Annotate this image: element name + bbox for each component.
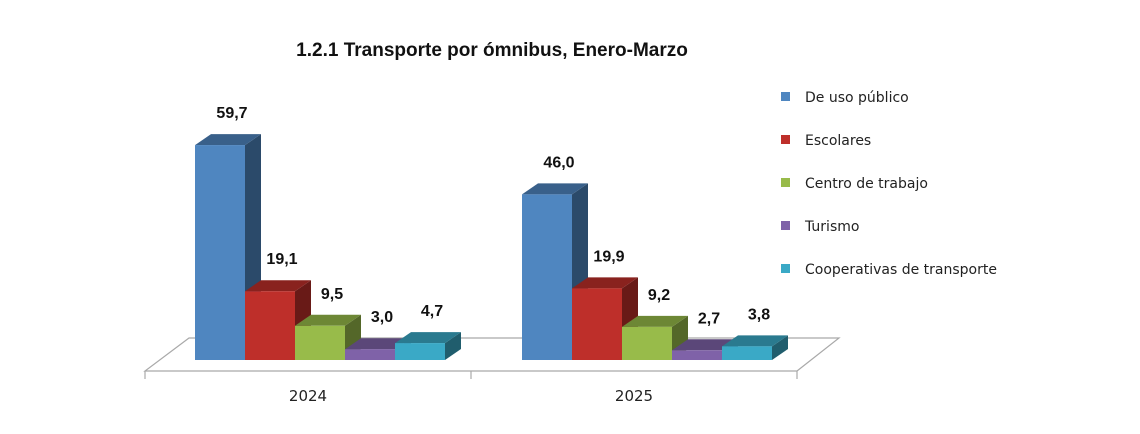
bar-top-turismo-2025 [672, 339, 738, 351]
bar-top-de-uso-publico-2024 [195, 134, 261, 146]
data-label-turismo-2024: 3,0 [371, 309, 393, 326]
data-label-de-uso-publico-2024: 59,7 [216, 105, 247, 122]
legend-label-centro-de-trabajo: Centro de trabajo [805, 176, 928, 192]
bar-cooperativas-de-transporte-2025 [722, 346, 772, 360]
legend-label-escolares: Escolares [805, 133, 871, 149]
data-label-centro-de-trabajo-2025: 9,2 [648, 287, 670, 304]
data-label-turismo-2025: 2,7 [698, 310, 720, 327]
bar-cooperativas-de-transporte-2024 [395, 343, 445, 360]
data-label-centro-de-trabajo-2024: 9,5 [321, 286, 343, 303]
legend-label-turismo: Turismo [804, 219, 859, 235]
bar-top-de-uso-publico-2025 [522, 183, 588, 195]
category-label-2024: 2024 [289, 387, 327, 405]
bar-top-centro-de-trabajo-2025 [622, 315, 688, 327]
bar-group-2024 [195, 134, 461, 360]
bar-centro-de-trabajo-2025 [622, 326, 672, 360]
legend-swatch-cooperativas-de-transporte [781, 264, 790, 273]
legend-swatch-escolares [781, 135, 790, 144]
bar-side-cooperativas-de-transporte-2024 [445, 332, 461, 360]
legend-swatch-turismo [781, 221, 790, 230]
legend: De uso público Escolares Centro de trabajo… [781, 90, 997, 278]
data-labels-group: 59,7 19,1 9,5 3,0 4,7 46,0 19,9 9,2 2,7 3,8 [216, 105, 770, 327]
bar-top-cooperativas-de-transporte-2024 [395, 332, 461, 344]
bar-turismo-2025 [672, 350, 722, 360]
bar-top-turismo-2024 [345, 338, 411, 350]
bars-group [195, 134, 788, 360]
legend-label-de-uso-publico: De uso público [805, 90, 909, 106]
legend-label-cooperativas-de-transporte: Cooperativas de transporte [805, 262, 997, 278]
data-label-cooperativas-de-transporte-2024: 4,7 [421, 303, 443, 320]
bar-turismo-2024 [345, 349, 395, 360]
category-labels-group: 2024 2025 [289, 387, 653, 405]
bar-top-centro-de-trabajo-2024 [295, 314, 361, 326]
bar-top-escolares-2025 [572, 277, 638, 289]
bar-top-cooperativas-de-transporte-2025 [722, 335, 788, 347]
bar-centro-de-trabajo-2024 [295, 325, 345, 360]
legend-swatch-de-uso-publico [781, 92, 790, 101]
legend-swatch-centro-de-trabajo [781, 178, 790, 187]
bar-group-2025 [522, 183, 788, 360]
category-label-2025: 2025 [615, 387, 653, 405]
data-label-escolares-2024: 19,1 [266, 251, 297, 268]
bar-escolares-2024 [245, 291, 295, 360]
bar-escolares-2025 [572, 288, 622, 360]
chart-title: 1.2.1 Transporte por ómnibus, Enero-Marz… [296, 40, 688, 61]
bar-top-escolares-2024 [245, 280, 311, 292]
data-label-escolares-2025: 19,9 [593, 248, 624, 265]
bar-side-cooperativas-de-transporte-2025 [772, 335, 788, 360]
data-label-cooperativas-de-transporte-2025: 3,8 [748, 306, 770, 323]
bar-de-uso-publico-2024 [195, 145, 245, 360]
data-label-de-uso-publico-2025: 46,0 [543, 154, 574, 171]
bar-de-uso-publico-2025 [522, 194, 572, 360]
